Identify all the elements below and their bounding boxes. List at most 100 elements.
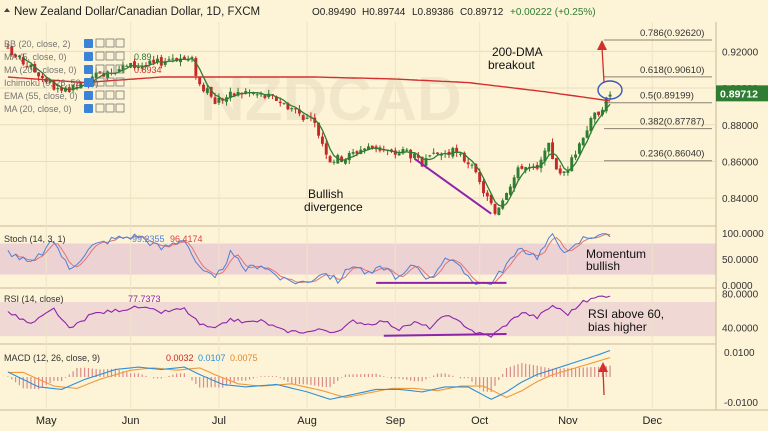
ma200-line	[7, 76, 611, 102]
candle-body	[470, 164, 474, 166]
candle-body	[355, 151, 359, 154]
candle-body	[179, 58, 182, 63]
candle-body	[136, 67, 140, 69]
candle-body	[209, 86, 213, 97]
macd-legend: MACD (12, 26, close, 9) 0.0032 0.0107 0.…	[4, 353, 258, 363]
candle-body	[29, 64, 33, 68]
candle-body	[156, 58, 159, 63]
rsi-band	[0, 301, 716, 337]
price-change: +0.00222 (+0.25%)	[510, 7, 596, 18]
close-icon[interactable]	[105, 77, 115, 87]
close-icon[interactable]	[105, 51, 115, 61]
more-icon[interactable]	[115, 64, 125, 74]
more-icon[interactable]	[115, 90, 125, 100]
gear-icon[interactable]	[95, 51, 105, 61]
eye-icon[interactable]	[84, 91, 93, 100]
candle-body	[37, 72, 41, 77]
eye-icon[interactable]	[84, 104, 93, 113]
candle-body	[478, 172, 482, 183]
ohlc-high: H0.89744	[362, 7, 406, 18]
close-icon[interactable]	[105, 90, 115, 100]
candle-body	[482, 181, 485, 194]
eye-icon[interactable]	[84, 65, 93, 74]
candle-body	[370, 145, 374, 149]
candle-body	[301, 115, 305, 121]
candle-body	[520, 166, 524, 169]
stoch-k-line	[7, 232, 611, 285]
gear-icon[interactable]	[95, 64, 105, 74]
candle-body	[570, 157, 574, 172]
candle-body	[604, 97, 608, 112]
candle-body	[459, 153, 462, 155]
month-label: Jul	[212, 415, 226, 427]
candle-body	[401, 149, 405, 154]
collapse-arrow-icon[interactable]	[4, 8, 10, 12]
month-label: May	[36, 415, 57, 427]
time-axis: May Jun Jul Aug Sep Oct Nov Dec	[36, 415, 663, 427]
more-icon[interactable]	[115, 77, 125, 87]
candle-body	[543, 150, 547, 162]
close-icon[interactable]	[105, 64, 115, 74]
gear-icon[interactable]	[95, 103, 105, 113]
ohlc-open: O0.89490	[312, 7, 356, 18]
gear-icon[interactable]	[95, 90, 105, 100]
more-icon[interactable]	[115, 103, 125, 113]
fib-label: 0.786(0.92620)	[640, 28, 704, 39]
candle-body	[474, 163, 478, 173]
candle-body	[413, 153, 416, 159]
eye-icon[interactable]	[84, 39, 93, 48]
momentum-line1: Momentum	[586, 247, 646, 261]
candle-body	[167, 59, 171, 61]
candle-body	[581, 137, 585, 146]
indicator-value: 0.89	[134, 52, 152, 62]
candle-body	[508, 186, 512, 195]
month-label: Sep	[386, 415, 406, 427]
price-tick-label: 0.86000	[722, 157, 759, 168]
candle-body	[455, 147, 459, 153]
eye-icon[interactable]	[84, 78, 93, 87]
candle-body	[320, 136, 324, 144]
dma-breakout-line2: breakout	[488, 58, 535, 72]
rsi-legend: RSI (14, close) 77.7373	[4, 294, 161, 304]
gear-icon[interactable]	[95, 77, 105, 87]
candle-body	[539, 159, 543, 169]
close-icon[interactable]	[105, 38, 115, 48]
candle-body	[501, 200, 505, 209]
current-price-label: 0.89712	[720, 88, 758, 100]
indicator-label: MA (200, close, 0)	[4, 65, 77, 75]
candle-body	[505, 193, 508, 200]
candle-body	[397, 153, 401, 156]
eye-icon[interactable]	[84, 52, 93, 61]
candle-body	[512, 177, 516, 189]
candle-body	[436, 152, 439, 154]
candle-body	[10, 46, 14, 56]
close-icon[interactable]	[105, 103, 115, 113]
fib-label: 0.382(0.87787)	[640, 117, 704, 128]
candle-body	[263, 95, 267, 98]
candle-body	[462, 152, 466, 162]
stoch-k-value: 99.2355	[132, 234, 165, 244]
candle-body	[597, 111, 601, 115]
indicator-label: BB (20, close, 2)	[4, 39, 71, 49]
candle-body	[466, 162, 470, 165]
candle-body	[25, 66, 29, 68]
candle-body	[317, 122, 321, 136]
month-label: Dec	[642, 415, 662, 427]
breakout-circle	[597, 80, 623, 100]
candle-body	[439, 154, 443, 156]
overlay-lines	[7, 57, 611, 400]
candle-body	[347, 153, 351, 161]
candle-body	[198, 77, 202, 85]
indicator-legend: BB (20, close, 2) MA (5, close, 0) 0.89 MA …	[4, 38, 162, 114]
candle-body	[60, 87, 64, 91]
candle-body	[305, 117, 309, 119]
more-icon[interactable]	[115, 51, 125, 61]
candle-body	[290, 108, 294, 110]
gear-icon[interactable]	[95, 38, 105, 48]
rsi-value: 77.7373	[128, 294, 161, 304]
more-icon[interactable]	[115, 38, 125, 48]
candle-body	[589, 118, 593, 132]
candle-body	[547, 142, 551, 152]
